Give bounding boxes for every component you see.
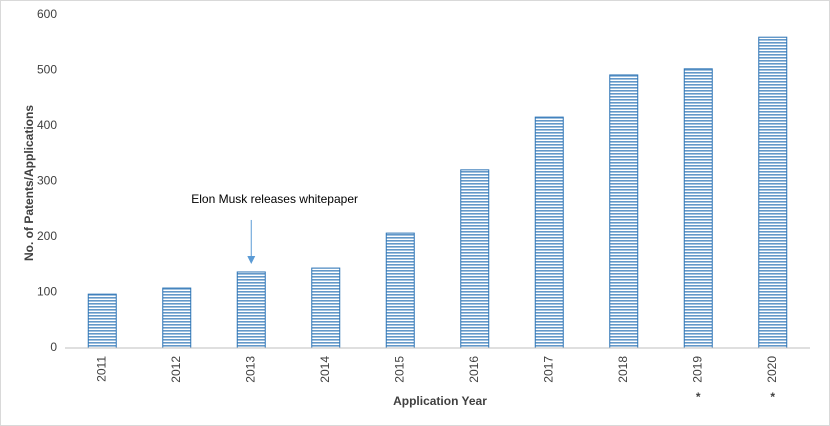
x-tick-label: 2011 (94, 356, 108, 382)
bar (460, 169, 490, 349)
bar (683, 68, 713, 349)
x-tick-label: 2020 (765, 356, 779, 383)
x-tick-label: 2014 (318, 356, 332, 383)
bar (87, 293, 117, 349)
annotation: Elon Musk releases whitepaper (191, 192, 358, 206)
x-tick-label: 2018 (616, 356, 630, 383)
x-tick-label: 2013 (243, 356, 257, 383)
bar (609, 74, 639, 349)
y-tick-label: 200 (37, 229, 57, 243)
x-axis-title: Application Year (393, 394, 487, 408)
x-tick-label: 2016 (467, 356, 481, 383)
y-tick-label: 300 (37, 174, 57, 188)
bar (385, 232, 415, 349)
bar (534, 116, 564, 349)
bar (311, 267, 341, 349)
y-axis-title: No. of Patents/Applications (22, 105, 36, 261)
bar (758, 36, 788, 349)
x-tick-label: 2019 (690, 356, 704, 383)
y-tick-label: 500 (37, 63, 57, 77)
category-note: * (696, 390, 701, 404)
category-note: * (770, 390, 775, 404)
y-tick-label: 600 (37, 7, 57, 21)
bar (236, 271, 266, 349)
y-tick-label: 400 (37, 118, 57, 132)
y-tick-label: 0 (50, 340, 57, 354)
x-tick-label: 2012 (169, 356, 183, 383)
x-tick-label: 2017 (541, 356, 555, 383)
x-tick-label: 2015 (392, 356, 406, 383)
bar (162, 287, 192, 349)
y-tick-label: 100 (37, 285, 57, 299)
